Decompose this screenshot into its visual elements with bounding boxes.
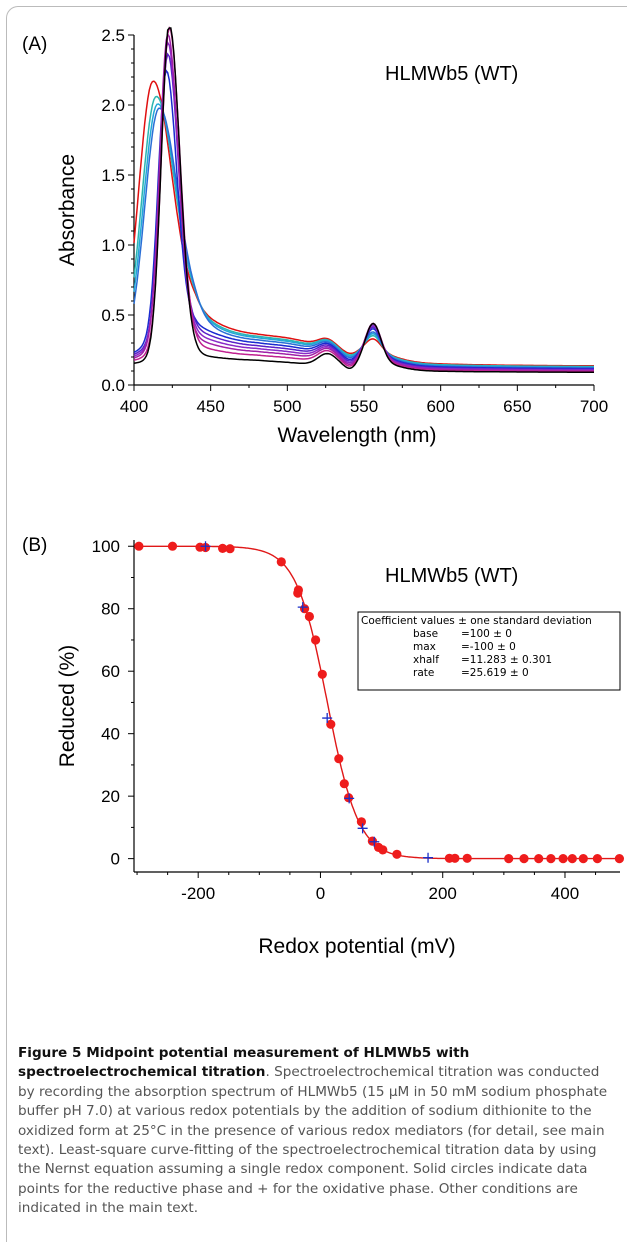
oxidative-point — [357, 823, 368, 834]
panel-b-x-tick-label: 200 — [429, 884, 457, 903]
panel-b-fit — [137, 545, 620, 860]
reductive-point — [378, 845, 388, 855]
reductive-point — [225, 544, 235, 554]
spectrum-line — [133, 95, 594, 368]
panel-b-y-tick-label: 80 — [101, 600, 120, 619]
coef-rate-name: rate — [413, 667, 434, 679]
fit-curve — [137, 545, 620, 860]
panel-a-x-tick-label: 700 — [580, 397, 608, 416]
panel-b-y-tick-label: 100 — [92, 537, 120, 556]
reductive-point — [276, 557, 286, 567]
reductive-point — [167, 541, 178, 551]
reductive-point — [546, 854, 556, 864]
coefficient-box-frame — [357, 611, 621, 691]
panel-a-y-axis-title: Absorbance — [56, 154, 79, 266]
panel-b-axes — [133, 540, 620, 873]
panel-b-y-tick-label: 60 — [101, 662, 120, 681]
figure-svg: (A) HLMWb5 (WT) Wavelength (nm) Absorban… — [22, 26, 625, 958]
panel-a-y-tick-label: 0.5 — [101, 306, 125, 325]
panel-a-y-tick-label: 1.5 — [101, 166, 125, 185]
reductive-point — [578, 854, 588, 864]
panel-a-y-tick-label: 2.0 — [101, 96, 125, 115]
coef-xhalf-value: =11.283 ± 0.301 — [461, 654, 552, 666]
panel-b-y-axis-title: Reduced (%) — [56, 645, 79, 768]
reductive-point — [592, 854, 603, 864]
panel-a-y-tick-label: 2.5 — [101, 26, 125, 45]
caption-title: Figure 5 Midpoint potential measurement … — [18, 1045, 470, 1081]
panel-a-sample-label: HLMWb5 (WT) — [385, 63, 518, 85]
reductive-point — [534, 854, 544, 864]
panel-a-y-tick-label: 1.0 — [101, 236, 125, 255]
spectrum-line — [133, 26, 594, 373]
oxidative-point — [344, 793, 355, 804]
coefficient-heading: Coefficient values ± one standard deviat… — [361, 615, 592, 627]
reductive-point — [392, 849, 402, 859]
spectrum-line — [133, 52, 594, 371]
panel-a-x-tick-label: 400 — [120, 397, 148, 416]
spectrum-line — [133, 69, 594, 370]
panel-a-x-axis-title: Wavelength (nm) — [277, 424, 436, 447]
spectrum-line — [133, 80, 594, 367]
panel-a-y-tick-label: 0.0 — [101, 376, 125, 395]
panel-b-points — [134, 541, 625, 864]
reductive-point — [300, 604, 310, 614]
reductive-point — [567, 854, 577, 864]
caption-body: . Spectroelectrochemical titration was c… — [18, 1064, 608, 1217]
panel-b-x-tick-label: 0 — [316, 884, 325, 903]
reductive-point — [311, 635, 321, 645]
oxidative-point — [423, 852, 434, 863]
panel-a-x-tick-label: 450 — [196, 397, 224, 416]
spectrum-line — [133, 27, 594, 373]
coef-max-name: max — [413, 641, 436, 653]
panel-a-series — [133, 26, 594, 373]
coef-xhalf-name: xhalf — [413, 654, 439, 666]
reductive-point — [356, 817, 366, 827]
panel-a-label: (A) — [22, 34, 47, 55]
reductive-point — [293, 588, 303, 598]
oxidative-point — [369, 836, 380, 847]
coef-rate-value: =25.619 ± 0 — [461, 667, 529, 679]
oxidative-point — [200, 541, 211, 552]
panel-b-y-tick-label: 40 — [101, 725, 120, 744]
oxidative-point — [297, 602, 308, 613]
panel-a-x-tick-label: 600 — [426, 397, 454, 416]
figure-caption: Figure 5 Midpoint potential measurement … — [18, 1044, 618, 1219]
reductive-point — [317, 669, 327, 679]
reductive-point — [558, 854, 568, 864]
panel-a-x-tick-label: 550 — [350, 397, 378, 416]
reductive-point — [334, 754, 344, 764]
coef-base-value: =100 ± 0 — [461, 628, 512, 640]
reductive-point — [462, 853, 472, 863]
reductive-point — [339, 779, 349, 789]
panel-b-x-tick-label: -200 — [181, 884, 215, 903]
panel-b-titration: (B) HLMWb5 (WT) Redox potential (mV) Red… — [22, 535, 625, 958]
coefficient-box: Coefficient values ± one standard deviat… — [357, 611, 621, 691]
panel-a-ticks: 400 450 500 550 600 650 700 0.0 0.5 1.0 1.5 2.0 2.5 — [101, 26, 608, 416]
panel-a-spectra: (A) HLMWb5 (WT) Wavelength (nm) Absorban… — [22, 26, 608, 447]
reductive-point — [326, 719, 336, 729]
reductive-point — [450, 853, 460, 863]
reductive-point — [519, 854, 529, 864]
figure-frame — [6, 6, 627, 1242]
reductive-point — [218, 543, 228, 554]
spectrum-line — [133, 40, 594, 371]
reductive-point — [304, 611, 314, 622]
reductive-point — [614, 854, 625, 864]
panel-b-x-axis-title: Redox potential (mV) — [258, 935, 455, 958]
coef-base-name: base — [413, 628, 438, 640]
panel-b-y-tick-label: 0 — [111, 850, 120, 869]
panel-b-x-tick-label: 400 — [551, 884, 579, 903]
coef-max-value: =-100 ± 0 — [461, 641, 516, 653]
panel-b-sample-label: HLMWb5 (WT) — [385, 565, 518, 587]
panel-b-label: (B) — [22, 535, 47, 556]
panel-b-ticks: -200 0 200 400 0 20 40 60 80 100 — [92, 537, 597, 903]
spectrum-line — [133, 32, 594, 372]
spectrum-line — [133, 107, 594, 369]
oxidative-point — [322, 713, 333, 724]
reductive-point — [134, 541, 144, 551]
reductive-point — [504, 854, 514, 864]
panel-a-x-tick-label: 650 — [503, 397, 531, 416]
panel-a-x-tick-label: 500 — [273, 397, 301, 416]
panel-b-y-tick-label: 20 — [101, 787, 120, 806]
